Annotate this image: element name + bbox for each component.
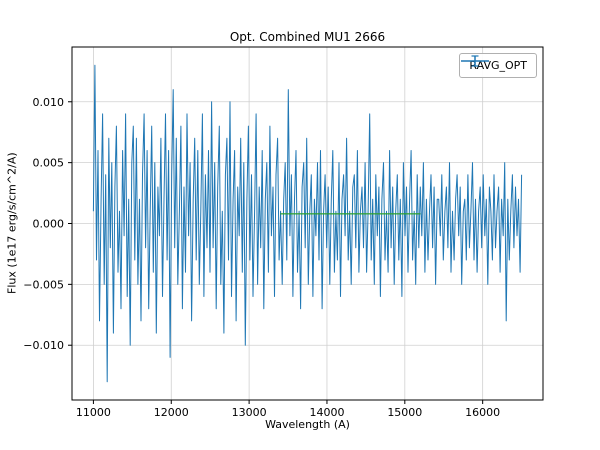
- svg-text:13000: 13000: [232, 406, 267, 419]
- svg-text:11000: 11000: [76, 406, 111, 419]
- svg-text:0.000: 0.000: [33, 218, 65, 231]
- tick-marks: [68, 101, 484, 404]
- svg-text:16000: 16000: [465, 406, 500, 419]
- y-axis-label: Flux (1e17 erg/s/cm^2/A): [5, 152, 19, 295]
- errorbar-marker-icon: [461, 55, 490, 67]
- x-axis-label: Wavelength (A): [265, 418, 350, 431]
- tick-labels: 11000 12000 13000 14000 15000 16000 −0.010 −0.0…: [23, 96, 500, 419]
- svg-text:−0.005: −0.005: [23, 278, 64, 291]
- svg-text:14000: 14000: [309, 406, 344, 419]
- svg-text:0.005: 0.005: [33, 157, 65, 170]
- series-RAVG_OPT: [92, 64, 523, 383]
- series-lines: [92, 64, 523, 383]
- plot-title: Opt. Combined MU1 2666: [229, 30, 386, 44]
- svg-text:0.010: 0.010: [33, 96, 65, 109]
- svg-text:15000: 15000: [387, 406, 422, 419]
- svg-text:−0.010: −0.010: [23, 339, 64, 352]
- svg-text:12000: 12000: [154, 406, 189, 419]
- legend: RAVG_OPT: [459, 53, 537, 78]
- legend-label: RAVG_OPT: [469, 59, 527, 72]
